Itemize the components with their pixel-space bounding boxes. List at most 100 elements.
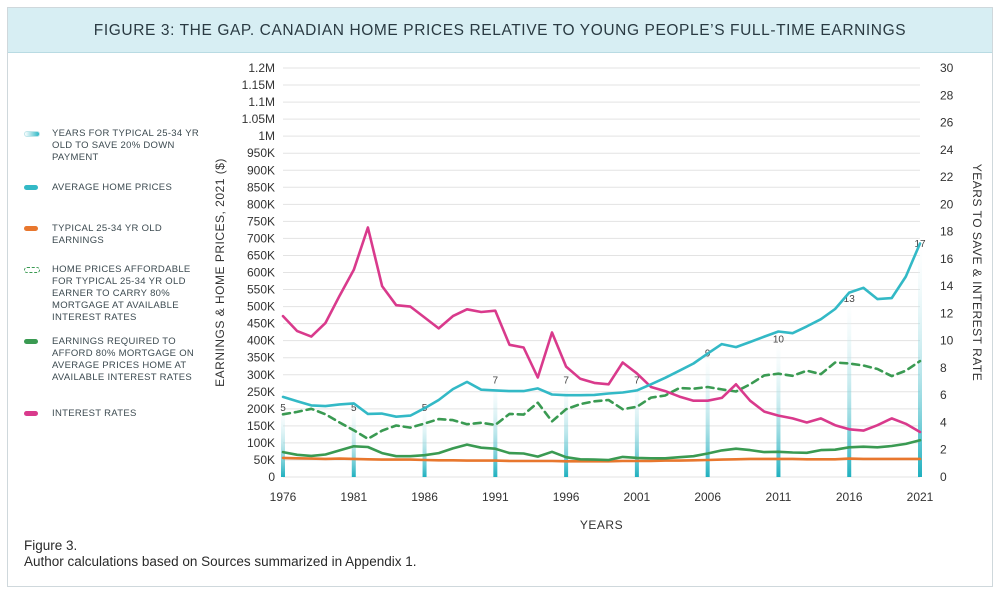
y-tick-label: 100K (247, 436, 275, 450)
figure-frame: FIGURE 3: THE GAP. CANADIAN HOME PRICES … (7, 7, 993, 587)
y-tick-label: 50K (254, 453, 275, 467)
legend-label-earn: TYPICAL 25-34 YR OLD EARNINGS (52, 223, 163, 246)
y2-tick-label: 22 (940, 170, 954, 184)
legend-item-home: AVERAGE HOME PRICES (22, 182, 212, 223)
y2-tick-label: 4 (940, 415, 947, 429)
y-tick-label: 650K (247, 248, 275, 262)
series-lines (281, 226, 922, 463)
y-tick-label: 1M (258, 129, 275, 143)
legend-swatch-req (24, 339, 38, 344)
legend-item-req: EARNINGS REQUIRED TO AFFORD 80% MORTGAGE… (22, 336, 212, 408)
note-line-1: Figure 3. (24, 538, 78, 553)
years-bar-label: 13 (844, 294, 856, 305)
series-line-req (281, 438, 922, 462)
y2-tick-label: 12 (940, 306, 954, 320)
years-bar (847, 299, 852, 477)
x-tick-label: 1986 (411, 490, 438, 504)
years-bar-label: 5 (351, 403, 357, 414)
y-tick-label: 1.2M (248, 61, 275, 75)
y-tick-label: 1.05M (242, 112, 275, 126)
x-tick-label: 2006 (694, 490, 721, 504)
y2-tick-label: 0 (940, 470, 947, 484)
x-tick-label: 2001 (624, 490, 651, 504)
y2-tick-label: 10 (940, 334, 954, 348)
y2-tick-label: 26 (940, 116, 954, 130)
legend-label-req: EARNINGS REQUIRED TO AFFORD 80% MORTGAGE… (52, 336, 195, 383)
legend: YEARS FOR TYPICAL 25-34 YR OLD TO SAVE 2… (22, 128, 212, 428)
y-tick-label: 750K (247, 214, 275, 228)
x-tick-label: 2011 (766, 490, 792, 504)
y-tick-label: 700K (247, 231, 275, 245)
years-bar (422, 408, 427, 477)
legend-item-earn: TYPICAL 25-34 YR OLD EARNINGS (22, 223, 212, 264)
x-tick-label: 1991 (482, 490, 509, 504)
series-line-earn (281, 456, 922, 463)
years-bar-label: 7 (634, 376, 640, 387)
years-bar (705, 354, 710, 477)
years-bar-label: 7 (563, 376, 569, 387)
y-tick-label: 200K (247, 402, 275, 416)
y-tick-label: 600K (247, 266, 275, 280)
note-line-2: Author calculations based on Sources sum… (24, 554, 417, 569)
grid-layer (283, 67, 920, 478)
legend-swatch-afford (24, 267, 40, 273)
y-tick-label: 0 (268, 470, 275, 484)
y-tick-label: 550K (247, 283, 275, 297)
y2-axis-title: YEARS TO SAVE & INTEREST RATE (970, 164, 984, 381)
y-axis-title: EARNINGS & HOME PRICES, 2021 ($) (213, 158, 227, 387)
y-tick-label: 1.15M (242, 78, 275, 92)
axes: 0 50K 100K 150K 200K 250K 300K 350K 400K 450K 500K… (213, 61, 984, 532)
years-bar-label: 7 (493, 376, 499, 387)
years-bar (564, 381, 569, 477)
legend-swatch-home (24, 185, 38, 190)
y-tick-label: 900K (247, 163, 275, 177)
y-tick-label: 150K (247, 419, 275, 433)
y-tick-label: 300K (247, 368, 275, 382)
years-bar-label: 10 (773, 335, 785, 346)
x-tick-label: 2016 (836, 490, 863, 504)
legend-swatch-earn (24, 226, 38, 231)
years-bar (493, 381, 498, 477)
y2-tick-label: 6 (940, 388, 947, 402)
x-axis-title: YEARS (580, 518, 623, 532)
y2-tick-label: 20 (940, 197, 954, 211)
y-tick-label: 800K (247, 197, 275, 211)
y-tick-label: 350K (247, 351, 275, 365)
y-tick-label: 1.1M (248, 95, 275, 109)
y2-tick-label: 30 (940, 61, 954, 75)
x-tick-label: 1981 (340, 490, 367, 504)
legend-label-years: YEARS FOR TYPICAL 25-34 YR OLD TO SAVE 2… (52, 128, 200, 163)
x-tick-label: 1976 (270, 490, 297, 504)
years-bar (776, 340, 781, 477)
title-bar: FIGURE 3: THE GAP. CANADIAN HOME PRICES … (8, 8, 992, 53)
y-tick-label: 850K (247, 180, 275, 194)
y2-tick-label: 16 (940, 252, 954, 266)
years-bar (634, 381, 639, 477)
series-line-afford (281, 359, 922, 441)
legend-swatch-years (24, 131, 40, 137)
years-bar-label: 5 (280, 403, 286, 414)
legend-item-years: YEARS FOR TYPICAL 25-34 YR OLD TO SAVE 2… (22, 128, 212, 182)
figure-note: Figure 3. Author calculations based on S… (24, 538, 416, 570)
y-tick-label: 950K (247, 146, 275, 160)
x-tick-label: 2021 (907, 490, 934, 504)
legend-item-rate: INTEREST RATES (22, 408, 212, 428)
legend-label-home: AVERAGE HOME PRICES (52, 182, 173, 193)
y2-tick-label: 18 (940, 225, 954, 239)
legend-item-afford: HOME PRICES AFFORDABLE FOR TYPICAL 25-34… (22, 264, 212, 336)
y-tick-label: 450K (247, 317, 275, 331)
legend-label-rate: INTEREST RATES (52, 408, 137, 419)
series-line-rate (281, 226, 922, 434)
y2-tick-label: 8 (940, 361, 947, 375)
y2-tick-label: 24 (940, 143, 954, 157)
legend-swatch-rate (24, 411, 38, 416)
years-bar (351, 408, 356, 477)
series-line-home (281, 242, 922, 419)
y-tick-label: 250K (247, 385, 275, 399)
legend-label-afford: HOME PRICES AFFORDABLE FOR TYPICAL 25-34… (52, 264, 191, 323)
y-tick-label: 500K (247, 300, 275, 314)
y2-tick-label: 14 (940, 279, 954, 293)
years-bar (281, 408, 285, 477)
figure-title: FIGURE 3: THE GAP. CANADIAN HOME PRICES … (93, 22, 907, 39)
